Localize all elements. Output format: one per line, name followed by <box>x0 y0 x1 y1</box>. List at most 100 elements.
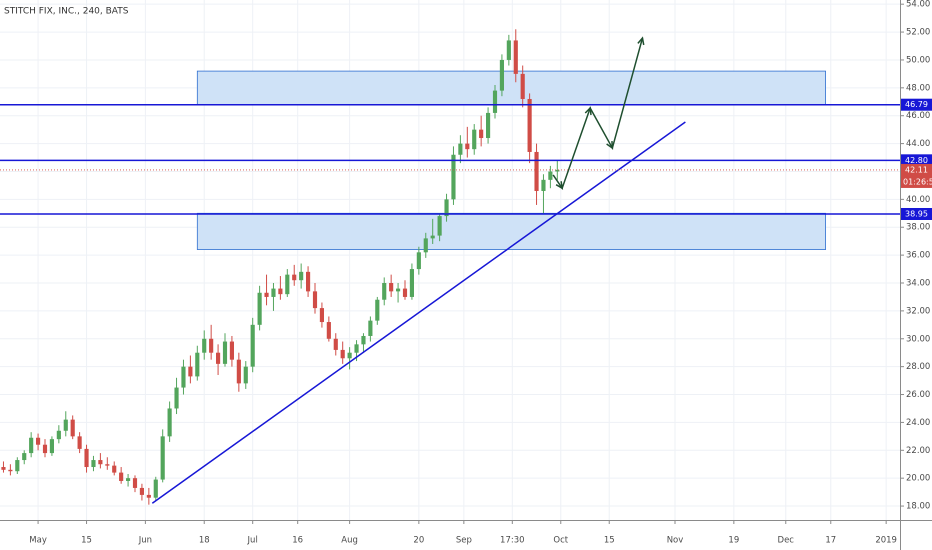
candle-body <box>112 465 117 473</box>
y-tick-label: 52.00 <box>906 28 930 38</box>
candle-body <box>513 40 518 74</box>
y-tick-label: 38.00 <box>906 223 930 233</box>
y-tick-label: 20.00 <box>906 474 930 484</box>
candle-body <box>354 344 359 353</box>
candle-body <box>319 308 324 323</box>
x-tick-label: Sep <box>456 536 472 546</box>
y-tick-label: 36.00 <box>906 251 930 261</box>
y-tick-label: 30.00 <box>906 334 930 344</box>
candle-body <box>36 437 41 445</box>
y-tick-label: 32.00 <box>906 306 930 316</box>
x-tick-label: 2019 <box>875 536 897 546</box>
candle-body <box>229 341 234 360</box>
candle-body <box>534 151 539 191</box>
zone <box>196 212 826 250</box>
x-tick-label: 16 <box>292 536 303 546</box>
candle-body <box>1 467 6 470</box>
candle-body <box>306 271 311 292</box>
level-label: 38.95 <box>905 209 928 218</box>
level-label: 42.80 <box>905 156 928 165</box>
candle-body <box>409 269 414 297</box>
candle-body <box>257 292 262 325</box>
y-tick-label: 48.00 <box>906 83 930 93</box>
candle-body <box>84 448 89 468</box>
x-tick-label: Aug <box>341 536 358 546</box>
axes: 18.00 20.00 22.00 24.00 26.00 28.00 30.00 32.00… <box>29 0 932 546</box>
trendline <box>151 121 686 504</box>
candle-body <box>264 292 269 297</box>
level-label: 46.79 <box>905 100 928 109</box>
candle-body <box>250 324 255 367</box>
candle-body <box>167 408 172 437</box>
candle-body <box>541 179 546 191</box>
candle-body <box>506 40 511 60</box>
candle-body <box>451 154 456 200</box>
candle-body <box>98 460 103 465</box>
candle-body <box>153 479 158 498</box>
candle-body <box>347 352 352 359</box>
candle-body <box>444 199 449 217</box>
candle-body <box>361 335 366 345</box>
candle-body <box>22 453 27 461</box>
countdown-label: 01:26:53 <box>903 177 932 186</box>
candle-body <box>236 359 241 384</box>
candle-body <box>195 352 200 377</box>
candle-body <box>105 464 110 466</box>
candle-body <box>486 112 491 139</box>
candle-body <box>91 460 96 468</box>
candle-body <box>499 59 504 91</box>
candle-body <box>216 352 221 364</box>
candle-body <box>202 338 207 353</box>
candle-body <box>181 366 186 388</box>
plot-area <box>0 29 900 505</box>
y-tick-label: 54.00 <box>906 0 930 10</box>
candle-body <box>119 472 124 481</box>
candle-body <box>146 494 151 498</box>
x-tick-label: Jul <box>247 536 258 546</box>
candle-body <box>292 274 297 281</box>
y-tick-label: 18.00 <box>906 502 930 512</box>
candle-body <box>458 143 463 155</box>
candle-body <box>222 341 228 364</box>
x-tick-label: 15 <box>604 536 615 546</box>
x-tick-label: 18 <box>199 536 210 546</box>
level-tag <box>901 207 932 220</box>
candle-body <box>15 460 20 472</box>
y-tick-label: 44.00 <box>906 139 930 149</box>
candle-body <box>174 387 179 409</box>
y-tick-label: 24.00 <box>906 418 930 428</box>
candle-body <box>333 338 338 350</box>
candle-body <box>423 238 428 253</box>
candle-body <box>389 283 394 292</box>
candle-body <box>479 129 484 139</box>
x-tick-label: May <box>29 536 47 546</box>
candle-body <box>368 320 373 336</box>
candle-body <box>402 288 408 297</box>
x-tick-label: Oct <box>553 536 568 546</box>
level-tag <box>901 98 932 111</box>
chart-title: STITCH FIX, INC., 240, BATS <box>4 7 129 17</box>
y-tick-label: 28.00 <box>906 362 930 372</box>
candle-body <box>160 436 165 480</box>
x-tick-label: 17 <box>825 536 836 546</box>
arrow-head <box>637 36 645 46</box>
candle-body <box>271 288 276 297</box>
arrow-head <box>584 106 592 116</box>
candle-body <box>63 419 68 431</box>
candle-body <box>492 90 498 113</box>
x-tick-label: 17:30 <box>500 536 525 546</box>
y-tick-label: 34.00 <box>906 279 930 289</box>
candle-body <box>430 235 435 239</box>
candle-body <box>396 288 401 292</box>
candle-body <box>29 437 34 454</box>
candle-body <box>299 271 304 281</box>
candle-body <box>243 366 248 384</box>
candle-body <box>188 366 193 377</box>
y-tick-label: 40.00 <box>906 195 930 205</box>
candle-body <box>278 288 283 295</box>
candle-body <box>527 98 532 152</box>
y-tick-label: 26.00 <box>906 390 930 400</box>
last-price-label: 42.11 <box>905 165 928 174</box>
